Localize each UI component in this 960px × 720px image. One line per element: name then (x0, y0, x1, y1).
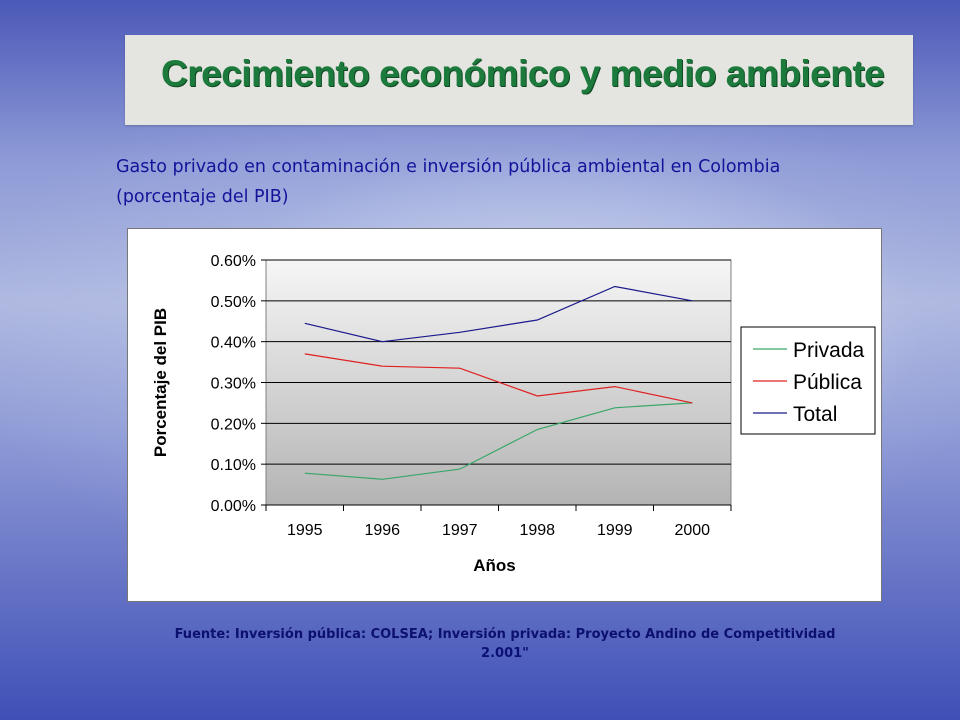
legend-label: Privada (793, 339, 865, 362)
series-line-privada (304, 402, 693, 480)
x-tick-label: 2000 (674, 522, 710, 539)
slide-title: Crecimiento económico y medio ambiente (161, 53, 885, 94)
y-tick-label: 0.50% (211, 294, 256, 311)
caption-line-1: Gasto privado en contaminación e inversi… (116, 157, 781, 177)
chart-caption: Gasto privado en contaminación e inversi… (116, 152, 906, 212)
y-tick-label: 0.60% (211, 253, 256, 270)
line-chart: 0.00% 0.10% 0.20% 0.30% 0.40% 0.50% 0.60% 1995 1… (151, 253, 876, 575)
x-axis-title: Años (473, 556, 516, 575)
source-note: Fuente: Inversión pública: COLSEA; Inver… (130, 625, 880, 663)
x-tick-label: 1998 (519, 522, 555, 539)
series-line-total (304, 285, 693, 343)
source-line-2: 2.001" (481, 646, 529, 661)
caption-line-2: (porcentaje del PIB) (116, 187, 289, 207)
y-tick-label: 0.40% (211, 335, 256, 352)
x-tick-label: 1997 (442, 522, 478, 539)
source-line-1: Fuente: Inversión pública: COLSEA; Inver… (174, 627, 836, 642)
chart-frame: 0.00% 0.10% 0.20% 0.30% 0.40% 0.50% 0.60% 1995 1… (127, 228, 882, 602)
y-tick-label: 0.00% (211, 498, 256, 515)
title-box: Crecimiento económico y medio ambiente (125, 35, 913, 125)
y-tick-label: 0.10% (211, 457, 256, 474)
x-tick-label: 1999 (597, 522, 633, 539)
y-tick-label: 0.20% (211, 416, 256, 433)
legend-label: Total (793, 403, 837, 426)
x-tick-label: 1995 (287, 522, 323, 539)
y-axis-title: Porcentaje del PIB (151, 308, 170, 457)
legend-label: Pública (793, 371, 862, 394)
y-tick-label: 0.30% (211, 376, 256, 393)
x-tick-label: 1996 (364, 522, 400, 539)
series-line-pública (304, 353, 693, 404)
